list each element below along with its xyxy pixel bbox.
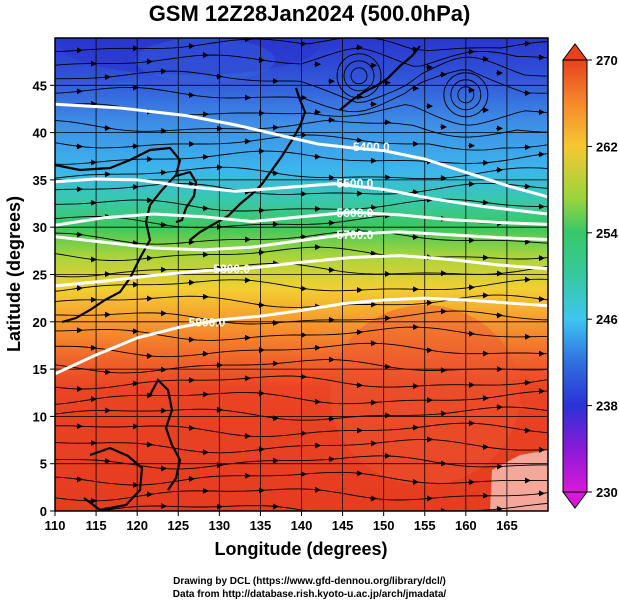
colorbar-tick-label: 262 — [596, 139, 618, 154]
streamline — [55, 342, 548, 358]
y-tick-label: 25 — [33, 268, 47, 283]
streamline — [55, 406, 548, 421]
x-tick-label: 125 — [167, 518, 189, 533]
colorbar: 270 262 254 246 238 230 — [562, 43, 618, 509]
coastline-asia — [55, 146, 182, 324]
coastline-borneo — [83, 446, 144, 511]
colorbar-tick-label: 254 — [596, 226, 618, 241]
x-tick-label: 130 — [208, 518, 230, 533]
streamline — [55, 294, 548, 308]
height-contour-line — [55, 296, 548, 376]
streamline — [55, 246, 548, 261]
height-contour-line — [55, 102, 548, 199]
colorbar-bar — [562, 59, 588, 493]
x-tick-label: 135 — [250, 518, 272, 533]
height-contour-line — [55, 254, 548, 288]
colorbar-tick-label: 270 — [596, 53, 618, 68]
low-swirl — [343, 60, 375, 92]
streamline — [55, 198, 548, 212]
y-tick-label: 45 — [33, 78, 47, 93]
y-tick-label: 5 — [40, 457, 47, 472]
colorbar-max-arrow — [562, 43, 588, 61]
coastline-philippines — [149, 378, 182, 491]
streamline — [55, 438, 548, 454]
low-swirl — [336, 53, 382, 99]
height-contour-label: 5800.0 — [213, 262, 250, 276]
coastline-kamchatka — [339, 45, 421, 111]
x-axis-title: Longitude (degrees) — [214, 539, 387, 559]
x-tick-label: 165 — [496, 518, 518, 533]
coastlines — [55, 45, 421, 511]
height-contour-line — [55, 230, 548, 252]
credit-data: Data from http://database.rish.kyoto-u.a… — [172, 589, 447, 600]
streamline — [55, 390, 548, 405]
x-tick-label: 150 — [373, 518, 395, 533]
height-contours: 5400.0 5500.0 5600.0 5700.0 5800.0 5900.0 — [55, 102, 548, 376]
colorbar-tick-label: 230 — [596, 485, 618, 500]
streamline — [55, 47, 548, 67]
coastline-korea — [175, 170, 198, 224]
x-tick-label: 110 — [45, 518, 66, 533]
credit-drawing: Drawing by DCL (https://www.gfd-dennou.o… — [173, 576, 446, 587]
x-tick-label: 140 — [291, 518, 313, 533]
x-tick-label: 120 — [126, 518, 148, 533]
y-tick-label: 10 — [33, 409, 47, 424]
y-axis-title: Latitude (degrees) — [4, 196, 24, 352]
height-contour-line — [55, 210, 548, 227]
x-tick-label: 145 — [332, 518, 354, 533]
coastline-japan — [189, 87, 307, 241]
height-contour-label: 5900.0 — [189, 316, 226, 330]
y-tick-label: 0 — [40, 504, 47, 519]
colorbar-min-arrow — [562, 491, 588, 509]
streamline — [55, 56, 548, 104]
x-axis: 110 115 120 125 130 135 140 145 150 155 160 165 — [45, 511, 518, 533]
chart-title: GSM 12Z28Jan2024 (500.0hPa) — [148, 1, 471, 26]
x-tick-label: 160 — [455, 518, 477, 533]
colorbar-tick-label: 246 — [596, 312, 618, 327]
height-contour-label: 5600.0 — [337, 206, 374, 220]
streamline — [55, 455, 548, 470]
y-tick-label: 35 — [33, 173, 47, 188]
x-tick-label: 115 — [86, 518, 107, 533]
colorbar-tick-label: 238 — [596, 399, 618, 414]
height-contour-label: 5400.0 — [353, 140, 390, 154]
low-swirl — [350, 67, 368, 85]
y-tick-label: 30 — [33, 220, 47, 235]
x-tick-label: 155 — [414, 518, 436, 533]
wind-streamlines — [55, 38, 548, 511]
height-contour-label: 5500.0 — [337, 177, 374, 191]
y-axis: 0 5 10 15 20 25 30 35 40 45 — [33, 78, 55, 519]
streamline — [55, 310, 548, 325]
height-contour-line — [55, 177, 548, 216]
y-tick-label: 20 — [33, 315, 47, 330]
y-tick-label: 40 — [33, 126, 47, 141]
credits: Drawing by DCL (https://www.gfd-dennou.o… — [0, 575, 619, 601]
y-tick-label: 15 — [33, 362, 47, 377]
height-contour-label: 5700.0 — [337, 228, 374, 242]
streamline — [55, 488, 548, 502]
